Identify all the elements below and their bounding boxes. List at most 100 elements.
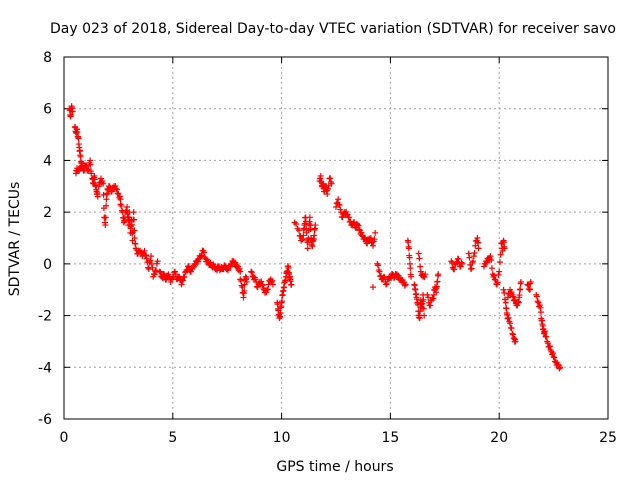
data-point [371, 236, 378, 243]
data-point [339, 214, 346, 221]
y-tick-label: 0 [43, 257, 52, 273]
data-point [406, 254, 413, 261]
data-point [488, 257, 495, 264]
data-point [237, 277, 244, 284]
data-point [505, 314, 512, 321]
data-point [306, 214, 313, 221]
data-point [376, 268, 383, 275]
data-point [458, 259, 465, 266]
y-tick-labels: -6 -4 -2 0 2 4 6 8 [38, 50, 52, 428]
data-point [288, 281, 295, 288]
data-point [488, 265, 495, 272]
data-point [491, 272, 498, 279]
data-point [95, 183, 102, 190]
data-point [278, 298, 285, 305]
data-point [108, 188, 115, 195]
data-point [154, 258, 161, 265]
data-point [99, 177, 106, 184]
data-point [179, 277, 186, 284]
data-point [524, 281, 531, 288]
data-point [416, 255, 423, 262]
data-point [243, 278, 250, 285]
data-point [317, 172, 324, 179]
y-tick-label: -6 [38, 412, 52, 428]
data-point [69, 108, 76, 115]
data-point [420, 296, 427, 303]
data-point [75, 135, 82, 142]
data-point [356, 226, 363, 233]
data-point [178, 281, 185, 288]
axis-ticks [63, 56, 609, 420]
data-point [277, 309, 284, 316]
data-point [407, 265, 414, 272]
data-point [549, 350, 556, 357]
data-point [148, 261, 155, 268]
data-point [504, 294, 511, 301]
data-point [556, 365, 563, 372]
plot-frame [63, 56, 609, 420]
data-point [87, 161, 94, 168]
data-point [117, 196, 124, 203]
data-point [367, 235, 374, 241]
x-tick-label: 15 [381, 430, 399, 446]
data-point [100, 180, 107, 187]
data-point [551, 354, 558, 361]
data-point [94, 193, 101, 200]
data-point [512, 338, 519, 345]
data-point [165, 271, 172, 278]
data-point [372, 229, 379, 236]
data-point [416, 315, 423, 322]
data-point [335, 196, 342, 203]
data-point [427, 302, 434, 309]
data-point [200, 249, 207, 256]
x-axis-label: GPS time / hours [276, 459, 393, 475]
grid-lines [64, 57, 608, 419]
data-point [546, 343, 553, 350]
data-point [468, 265, 475, 272]
data-point [417, 263, 424, 270]
data-point [508, 289, 515, 296]
data-point [536, 302, 543, 309]
data-point [487, 253, 494, 260]
data-point [311, 232, 318, 239]
data-point [131, 235, 138, 241]
data-point [472, 242, 479, 249]
data-point [501, 289, 508, 296]
data-point [434, 278, 441, 285]
data-point [269, 277, 276, 284]
data-point [537, 309, 544, 316]
data-point [145, 266, 152, 273]
data-point [116, 193, 123, 200]
data-point [258, 278, 265, 285]
data-point [153, 267, 160, 274]
data-point [408, 273, 415, 280]
data-point [151, 271, 158, 278]
data-point [494, 279, 501, 286]
data-point [149, 264, 156, 271]
data-point [103, 202, 110, 209]
data-point [401, 282, 408, 289]
data-point [430, 295, 437, 302]
data-point [508, 325, 515, 332]
data-point [102, 222, 109, 229]
data-point [421, 274, 428, 281]
data-point [515, 298, 522, 305]
data-point [515, 299, 522, 306]
data-point [475, 245, 482, 252]
data-point [527, 286, 534, 293]
data-point [82, 162, 89, 169]
data-point [451, 266, 458, 273]
data-point [557, 364, 564, 371]
data-point [118, 202, 125, 209]
data-point [156, 268, 163, 275]
y-axis-label: SDTVAR / TECUs [7, 182, 23, 297]
data-point [466, 254, 473, 261]
data-point [402, 281, 409, 288]
data-point [375, 262, 382, 269]
data-point [383, 280, 390, 287]
data-point [533, 293, 540, 300]
data-point [124, 203, 131, 210]
data-point [88, 170, 95, 177]
data-point [465, 250, 472, 257]
